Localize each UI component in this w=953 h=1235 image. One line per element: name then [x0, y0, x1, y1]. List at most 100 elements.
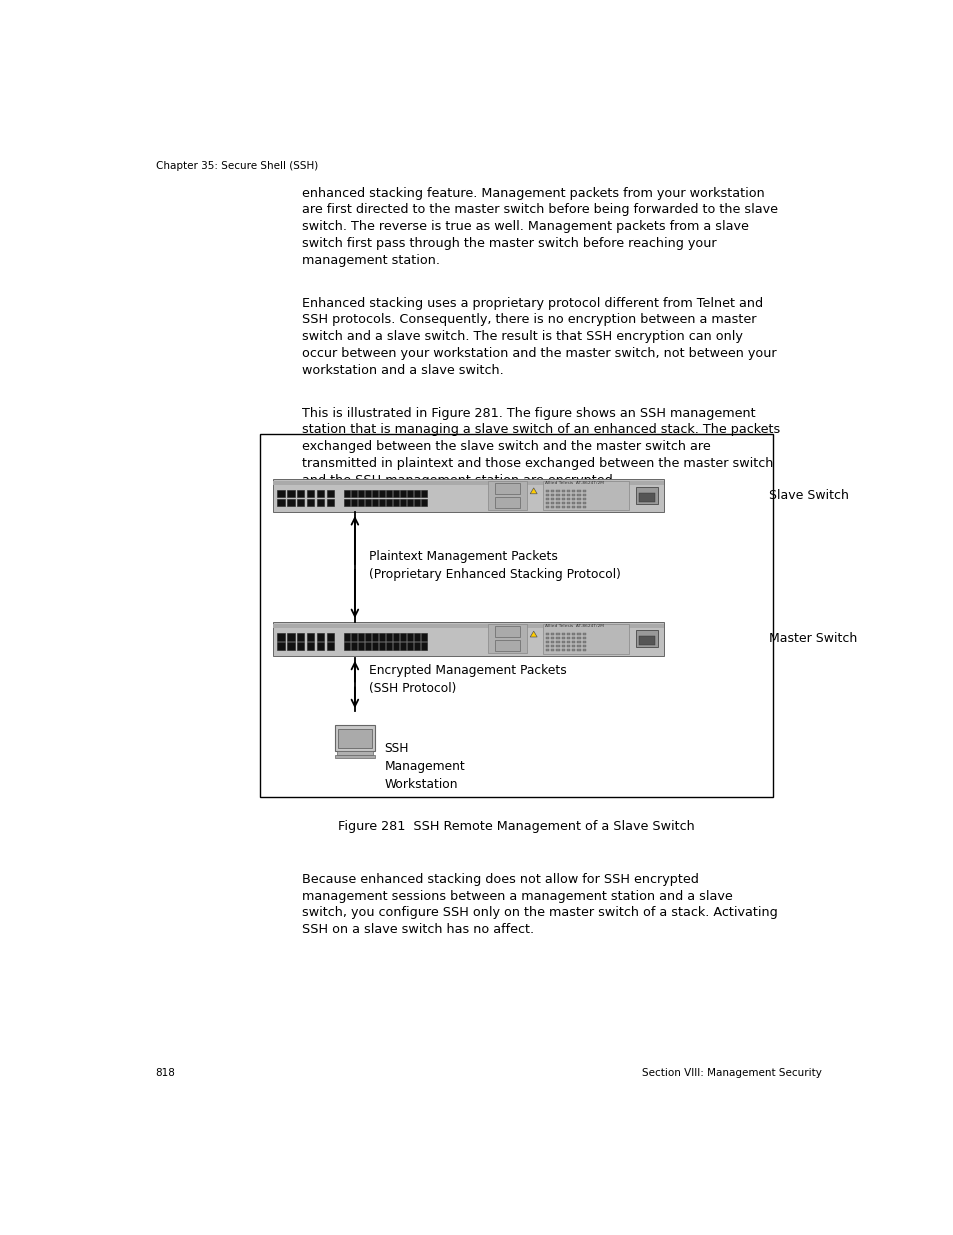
- Bar: [566, 505, 570, 508]
- Bar: [561, 634, 564, 636]
- Bar: [335, 725, 375, 751]
- Bar: [393, 634, 398, 641]
- Bar: [307, 642, 314, 650]
- Bar: [296, 499, 304, 506]
- Text: Allied Telesis  AT-8624T/2M: Allied Telesis AT-8624T/2M: [544, 624, 603, 627]
- Bar: [545, 505, 549, 508]
- Bar: [577, 634, 580, 636]
- Bar: [545, 498, 549, 500]
- Bar: [365, 634, 371, 641]
- Bar: [542, 480, 628, 510]
- Bar: [400, 499, 405, 506]
- Bar: [561, 648, 564, 651]
- Bar: [316, 490, 324, 498]
- Bar: [556, 645, 559, 647]
- Bar: [307, 499, 314, 506]
- Bar: [572, 501, 575, 504]
- Bar: [316, 642, 324, 650]
- Bar: [566, 501, 570, 504]
- Bar: [556, 641, 559, 643]
- Bar: [296, 642, 304, 650]
- Bar: [566, 498, 570, 500]
- Bar: [495, 483, 519, 494]
- Bar: [414, 490, 419, 498]
- Bar: [296, 634, 304, 641]
- Bar: [277, 634, 284, 641]
- Bar: [407, 499, 413, 506]
- Bar: [344, 642, 350, 650]
- Bar: [551, 490, 554, 493]
- Bar: [572, 498, 575, 500]
- Bar: [277, 499, 284, 506]
- Bar: [577, 494, 580, 496]
- Bar: [572, 634, 575, 636]
- Bar: [572, 490, 575, 493]
- Bar: [351, 642, 356, 650]
- Bar: [551, 494, 554, 496]
- Bar: [551, 634, 554, 636]
- Bar: [495, 496, 519, 508]
- Bar: [287, 642, 294, 650]
- Bar: [556, 637, 559, 640]
- Bar: [577, 490, 580, 493]
- Bar: [407, 642, 413, 650]
- Bar: [421, 642, 426, 650]
- Text: Slave Switch: Slave Switch: [768, 489, 847, 501]
- Bar: [378, 634, 384, 641]
- Bar: [551, 501, 554, 504]
- Bar: [551, 505, 554, 508]
- Bar: [545, 634, 549, 636]
- Text: Enhanced stacking uses a proprietary protocol different from Telnet and
SSH prot: Enhanced stacking uses a proprietary pro…: [302, 296, 776, 377]
- Bar: [566, 641, 570, 643]
- Bar: [566, 637, 570, 640]
- Bar: [582, 637, 585, 640]
- Bar: [582, 501, 585, 504]
- Text: Chapter 35: Secure Shell (SSH): Chapter 35: Secure Shell (SSH): [155, 162, 317, 172]
- Bar: [414, 642, 419, 650]
- Bar: [307, 634, 314, 641]
- Bar: [365, 490, 371, 498]
- Bar: [582, 648, 585, 651]
- Bar: [577, 501, 580, 504]
- Bar: [495, 640, 519, 651]
- Bar: [378, 490, 384, 498]
- Bar: [556, 505, 559, 508]
- Bar: [566, 494, 570, 496]
- Bar: [357, 642, 363, 650]
- Bar: [421, 499, 426, 506]
- Bar: [551, 641, 554, 643]
- Bar: [556, 498, 559, 500]
- Bar: [577, 637, 580, 640]
- Bar: [335, 756, 375, 758]
- Bar: [561, 637, 564, 640]
- Text: Plaintext Management Packets
(Proprietary Enhanced Stacking Protocol): Plaintext Management Packets (Proprietar…: [369, 550, 620, 580]
- Bar: [556, 634, 559, 636]
- Bar: [378, 499, 384, 506]
- Bar: [386, 490, 392, 498]
- Bar: [316, 499, 324, 506]
- Bar: [577, 641, 580, 643]
- Bar: [582, 494, 585, 496]
- Bar: [545, 637, 549, 640]
- Bar: [386, 634, 392, 641]
- Bar: [273, 478, 663, 513]
- Bar: [344, 490, 350, 498]
- Bar: [326, 634, 334, 641]
- Polygon shape: [530, 631, 537, 637]
- Bar: [551, 645, 554, 647]
- Bar: [357, 490, 363, 498]
- Text: Allied Telesis  AT-8624T/2M: Allied Telesis AT-8624T/2M: [544, 480, 603, 484]
- Bar: [561, 498, 564, 500]
- Bar: [556, 494, 559, 496]
- Bar: [273, 624, 663, 627]
- Text: SSH
Management
Workstation: SSH Management Workstation: [384, 742, 465, 790]
- Text: 818: 818: [155, 1067, 175, 1078]
- Bar: [635, 487, 658, 504]
- Bar: [582, 645, 585, 647]
- Bar: [344, 634, 350, 641]
- Bar: [287, 634, 294, 641]
- Bar: [582, 490, 585, 493]
- Bar: [372, 634, 377, 641]
- Bar: [566, 634, 570, 636]
- Bar: [572, 505, 575, 508]
